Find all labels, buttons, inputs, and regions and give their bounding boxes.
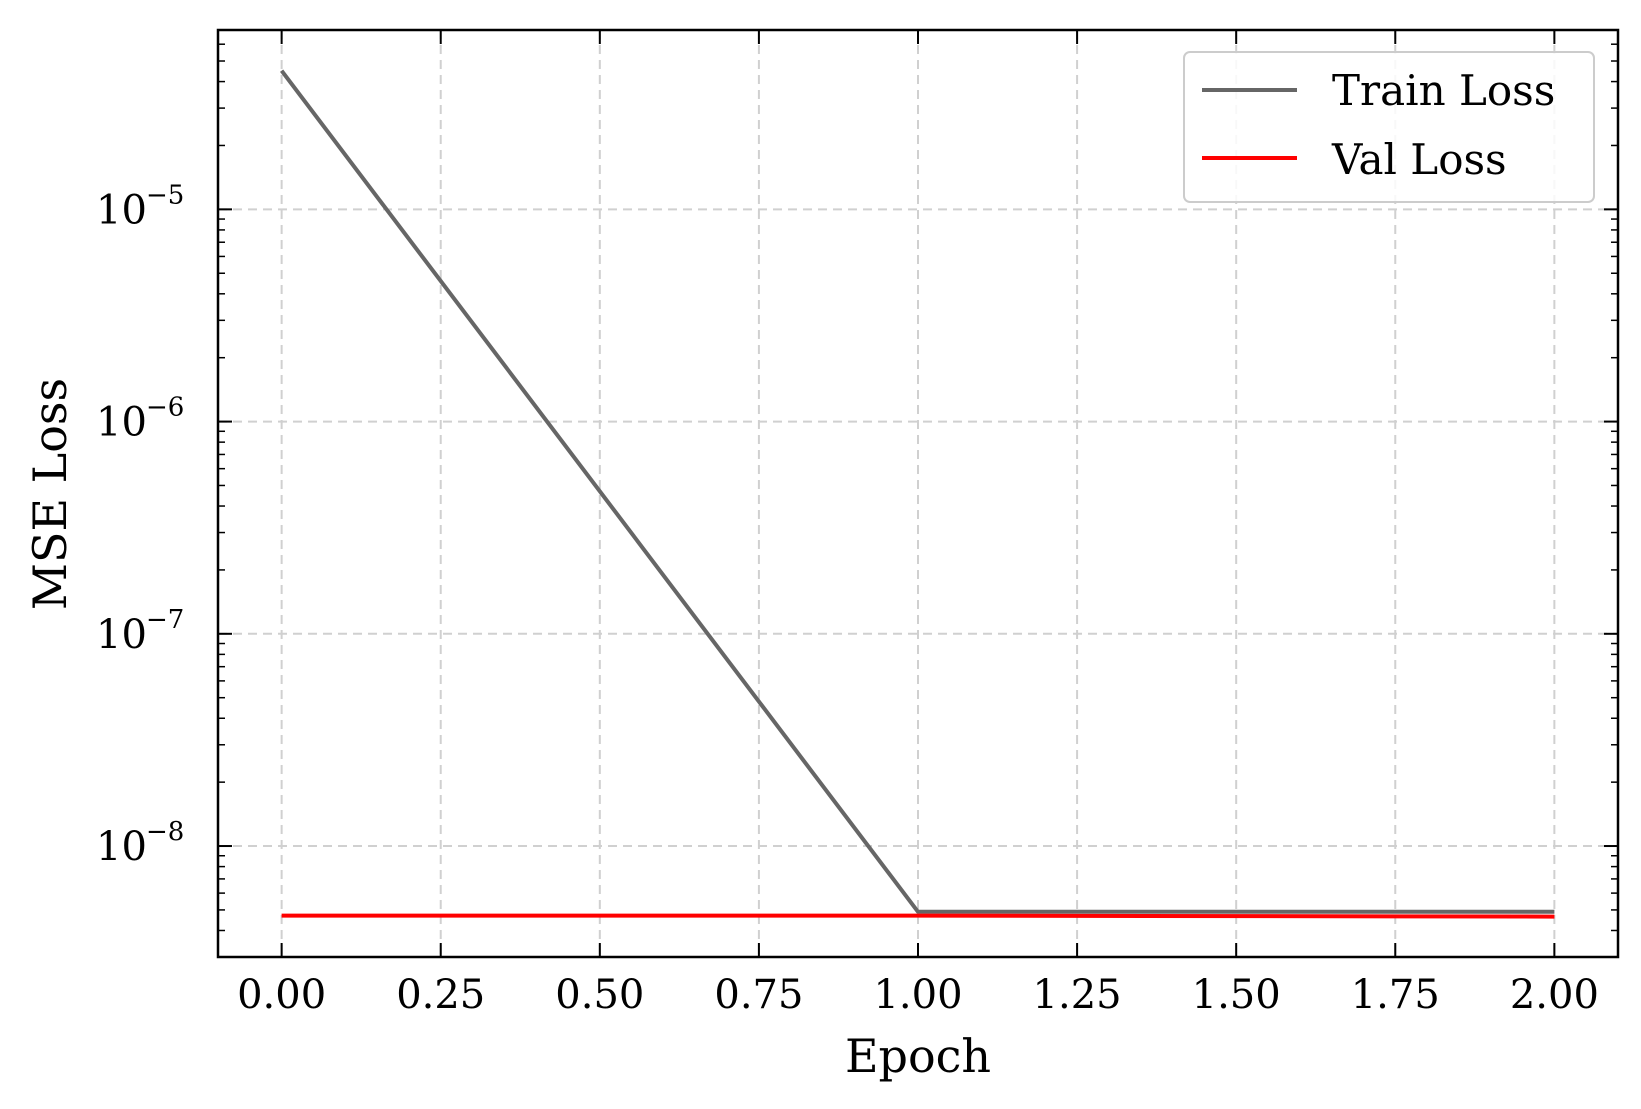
x-tick-label: 2.00 xyxy=(1510,972,1599,1018)
y-tick-label: 10 xyxy=(96,187,147,233)
x-tick-label: 1.25 xyxy=(1033,972,1122,1018)
y-tick-label-exponent: −8 xyxy=(146,817,184,847)
y-tick-labels: 10−810−710−610−5 xyxy=(96,180,184,870)
train-loss-line xyxy=(280,69,1555,914)
x-tick-label: 1.75 xyxy=(1351,972,1440,1018)
major-ticks xyxy=(218,30,1618,957)
x-tick-label: 0.50 xyxy=(555,972,644,1018)
val-loss-line xyxy=(281,913,1555,919)
x-axis-title: Epoch xyxy=(845,1029,991,1083)
legend-label-train: Train Loss xyxy=(1332,66,1555,115)
x-tick-labels: 0.00 0.25 0.50 0.75 1.00 1.25 1.50 1.75 2.00 xyxy=(237,972,1599,1018)
legend: Train Loss Val Loss xyxy=(1183,51,1595,203)
y-tick-label-exponent: −6 xyxy=(146,393,184,423)
y-tick-label: 10 xyxy=(96,824,147,870)
y-axis-title: MSE Loss xyxy=(23,378,77,610)
y-tick-label: 10 xyxy=(96,612,147,658)
x-tick-label: 0.00 xyxy=(237,972,326,1018)
x-tick-label: 1.00 xyxy=(873,972,962,1018)
series-lines xyxy=(280,69,1555,919)
plot-frame xyxy=(216,28,1620,959)
legend-label-val: Val Loss xyxy=(1331,135,1507,184)
y-tick-label: 10 xyxy=(96,400,147,446)
x-tick-label: 0.75 xyxy=(714,972,803,1018)
y-tick-label-exponent: −7 xyxy=(146,605,184,635)
x-tick-label: 1.50 xyxy=(1192,972,1281,1018)
x-tick-label: 0.25 xyxy=(396,972,485,1018)
y-tick-label-exponent: −5 xyxy=(146,180,184,210)
